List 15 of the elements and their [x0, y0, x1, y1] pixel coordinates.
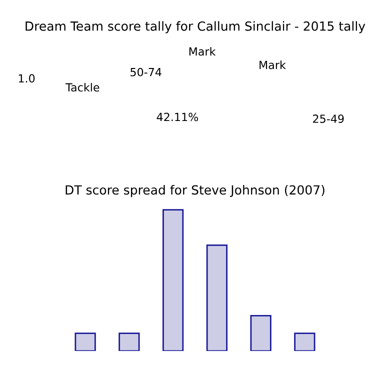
text: 1.0 — [18, 74, 35, 83]
chart-title: DT score spread for Steve Johnson (2007) — [66, 184, 324, 198]
text: 25-49 — [313, 114, 344, 123]
bar — [74, 332, 96, 351]
text: 42.11% — [156, 112, 198, 122]
bar — [250, 315, 272, 351]
text: Mark — [260, 60, 286, 70]
text: Mark — [189, 47, 216, 56]
text: 50-74 — [130, 68, 162, 76]
text: Dream Team score tally for Callum Sinclair - 2015 tally — [26, 21, 366, 34]
bar — [206, 244, 228, 351]
bar — [162, 209, 184, 351]
bar — [118, 332, 140, 351]
bar — [294, 332, 316, 351]
text: Tackle — [66, 82, 100, 92]
